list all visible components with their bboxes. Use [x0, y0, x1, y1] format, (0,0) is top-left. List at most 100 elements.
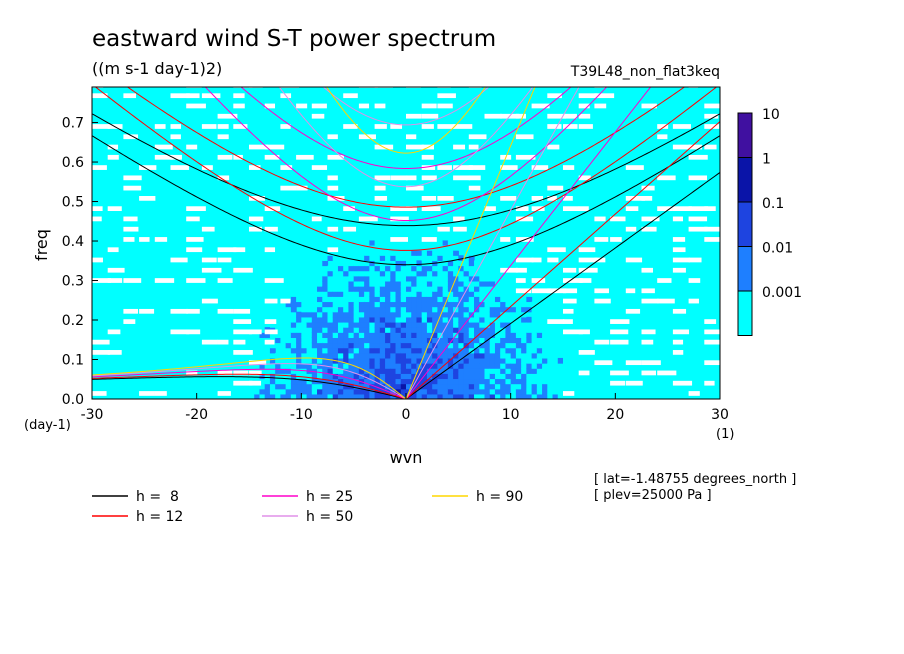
- heatmap-cell: [406, 219, 412, 226]
- heatmap-cell: [458, 357, 465, 364]
- heatmap-cell: [390, 378, 397, 385]
- heatmap-cell: [217, 311, 224, 318]
- heatmap-cell: [217, 308, 234, 314]
- heatmap-cell: [217, 327, 224, 333]
- heatmap-cell: [343, 368, 350, 374]
- heatmap-cell: [479, 388, 486, 395]
- heatmap-cell: [489, 229, 496, 236]
- heatmap-cell: [505, 393, 512, 399]
- heatmap-cell: [400, 388, 407, 395]
- heatmap-cell: [432, 255, 438, 261]
- heatmap-cell: [264, 229, 271, 236]
- heatmap-cell: [589, 286, 595, 292]
- heatmap-cell: [557, 378, 564, 385]
- heatmap-cell: [374, 321, 381, 328]
- heatmap-cell: [201, 267, 222, 273]
- heatmap-cell: [322, 270, 329, 277]
- heatmap-cell: [364, 337, 370, 344]
- heatmap-cell: [254, 301, 261, 308]
- heatmap-cell: [484, 363, 491, 369]
- heatmap-cell: [285, 383, 292, 390]
- heatmap-cell: [536, 357, 543, 364]
- heatmap-cell: [259, 368, 266, 374]
- heatmap-cell: [107, 247, 119, 253]
- heatmap-cell: [447, 239, 454, 246]
- heatmap-cell: [327, 219, 334, 226]
- heatmap-cell: [296, 185, 308, 191]
- heatmap-cell: [353, 357, 360, 364]
- heatmap-cell: [468, 332, 475, 338]
- heatmap-cell: [479, 327, 486, 333]
- heatmap-cell: [484, 275, 491, 282]
- heatmap-cell: [306, 393, 313, 399]
- heatmap-cell: [379, 393, 386, 399]
- heatmap-cell: [233, 370, 249, 376]
- heatmap-cell: [400, 255, 407, 261]
- heatmap-cell: [275, 327, 281, 333]
- heatmap-cell: [306, 306, 313, 313]
- heatmap-cell: [358, 306, 365, 313]
- heatmap-cell: [521, 239, 527, 246]
- heatmap-cell: [500, 306, 507, 313]
- heatmap-cell: [641, 267, 653, 273]
- rossby-wave-curve: [92, 363, 407, 399]
- heatmap-cell: [343, 229, 350, 236]
- heatmap-cell: [379, 234, 386, 241]
- heatmap-cell: [369, 337, 376, 344]
- heatmap-cell: [233, 267, 253, 273]
- heatmap-cell: [531, 224, 538, 231]
- heatmap-cell: [390, 270, 397, 277]
- heatmap-cell: [123, 185, 142, 191]
- heatmap-cell: [358, 255, 365, 261]
- heatmap-cell: [489, 296, 496, 303]
- heatmap-cell: [390, 265, 397, 272]
- heatmap-cell: [285, 368, 292, 374]
- heatmap-cell: [542, 373, 548, 380]
- heatmap-cell: [322, 286, 329, 292]
- heatmap-cell: [573, 306, 580, 313]
- heatmap-cell: [186, 308, 200, 314]
- heatmap-cell: [317, 347, 323, 354]
- heatmap-cell: [390, 301, 397, 308]
- heatmap-cell: [521, 363, 527, 369]
- heatmap-cell: [406, 311, 412, 318]
- heatmap-cell: [594, 373, 601, 380]
- heatmap-cell: [369, 280, 376, 287]
- heatmap-cell: [563, 278, 583, 283]
- heatmap-cell: [358, 393, 365, 399]
- heatmap-cell: [238, 311, 245, 318]
- heatmap-cell: [474, 332, 480, 338]
- heatmap-cell: [170, 124, 181, 129]
- heatmap-cell: [233, 332, 240, 338]
- heatmap-cell: [468, 165, 486, 170]
- heatmap-cell: [379, 316, 386, 323]
- heatmap-cell: [505, 306, 512, 313]
- heatmap-cell: [327, 239, 334, 246]
- heatmap-cell: [437, 165, 452, 170]
- heatmap-cell: [552, 378, 559, 385]
- heatmap-cell: [123, 319, 136, 324]
- heatmap-cell: [343, 363, 350, 369]
- heatmap-cell: [468, 368, 475, 374]
- heatmap-cell: [531, 378, 538, 385]
- heatmap-cell: [348, 373, 355, 380]
- heatmap-cell: [589, 393, 595, 399]
- heatmap-cell: [280, 165, 293, 170]
- heatmap-cell: [390, 239, 397, 246]
- heatmap-cell: [547, 280, 554, 287]
- heatmap-cell: [264, 103, 276, 109]
- heatmap-cell: [348, 234, 355, 241]
- heatmap-cell: [615, 388, 622, 395]
- heatmap-cell: [249, 329, 262, 335]
- heatmap-cell: [426, 275, 433, 282]
- heatmap-cell: [641, 226, 657, 232]
- heatmap-cell: [311, 306, 318, 313]
- heatmap-cell: [416, 239, 423, 246]
- heatmap-cell: [447, 321, 454, 328]
- heatmap-cell: [296, 316, 302, 323]
- heatmap-cell: [301, 332, 308, 338]
- heatmap-cell: [301, 363, 308, 369]
- heatmap-cell: [515, 270, 522, 277]
- heatmap-cell: [348, 270, 355, 277]
- heatmap-cell: [479, 332, 486, 338]
